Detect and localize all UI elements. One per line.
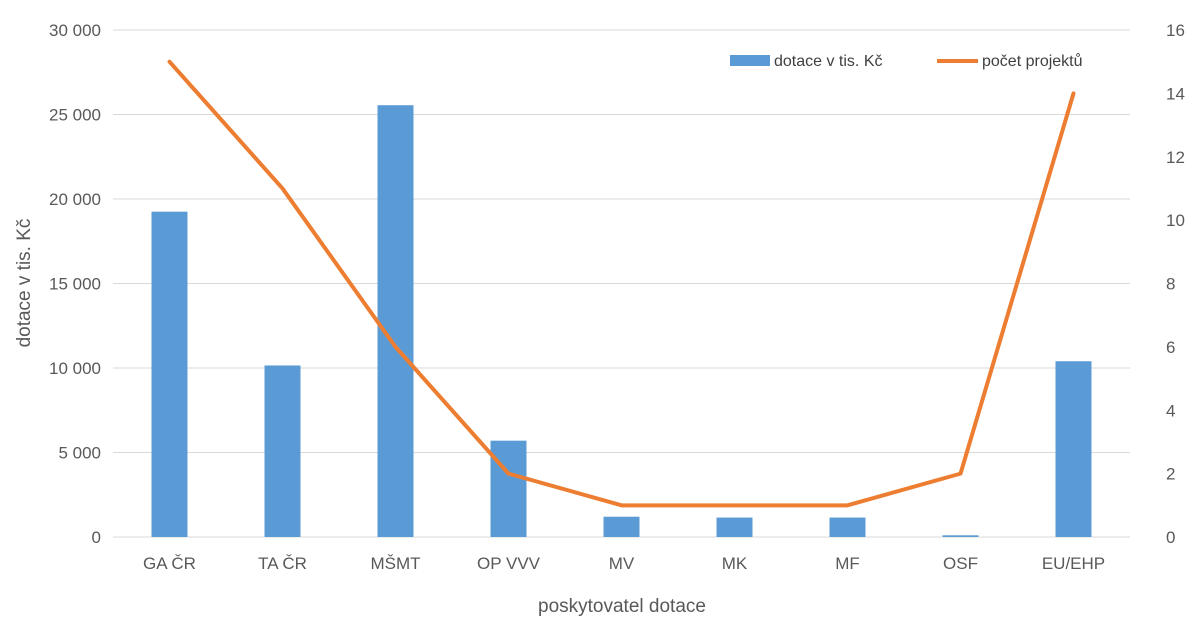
line-point — [508, 473, 509, 475]
legend-line-label: počet projektů — [982, 52, 1083, 70]
x-tick-label: OP VVV — [477, 554, 541, 573]
y-tick-label-right: 4 — [1166, 401, 1175, 420]
line-point — [169, 61, 170, 63]
y-tick-label-left: 0 — [92, 528, 101, 547]
x-tick-label: MV — [609, 554, 635, 573]
y-tick-label-left: 20 000 — [49, 190, 101, 209]
bar — [151, 211, 188, 538]
bar — [377, 105, 414, 537]
bar — [490, 440, 527, 537]
legend-bar-swatch — [730, 55, 770, 66]
right-axis-ticks: 0 2 4 6 8 10 12 14 16 — [1166, 21, 1185, 547]
x-tick-label: MF — [835, 554, 860, 573]
x-tick-label: EU/EHP — [1042, 554, 1105, 573]
y-tick-label-right: 2 — [1166, 465, 1175, 484]
x-axis-title: poskytovatel dotace — [538, 596, 706, 617]
x-axis-ticks: GA ČR TA ČR MŠMT OP VVV MV MK MF OSF EU/EHP — [143, 554, 1105, 573]
y-axis-title: dotace v tis. Kč — [14, 219, 35, 348]
bar-series — [151, 105, 1092, 538]
y-tick-label-left: 30 000 — [49, 21, 101, 40]
x-tick-label: OSF — [943, 554, 978, 573]
line-point — [621, 504, 622, 506]
bar — [1055, 361, 1092, 537]
bar — [264, 365, 301, 537]
y-tick-label-right: 12 — [1166, 148, 1185, 167]
y-tick-label-right: 8 — [1166, 275, 1175, 294]
y-tick-label-left: 25 000 — [49, 106, 101, 125]
line-point — [282, 187, 283, 189]
x-tick-label: GA ČR — [143, 554, 196, 573]
x-tick-label: MŠMT — [370, 554, 420, 573]
y-tick-label-left: 15 000 — [49, 275, 101, 294]
line-point — [960, 473, 961, 475]
y-tick-label-left: 10 000 — [49, 359, 101, 378]
line-point — [734, 504, 735, 506]
y-tick-label-right: 14 — [1166, 84, 1185, 103]
y-tick-label-right: 16 — [1166, 21, 1185, 40]
bar — [716, 517, 753, 537]
x-tick-label: TA ČR — [258, 554, 307, 573]
line-series — [167, 59, 1076, 508]
y-tick-label-right: 0 — [1166, 528, 1175, 547]
y-tick-label-left: 5 000 — [58, 444, 101, 463]
line-point — [395, 346, 396, 348]
x-tick-label: MK — [722, 554, 748, 573]
legend: dotace v tis. Kč počet projektů — [730, 52, 1083, 70]
y-tick-label-right: 10 — [1166, 211, 1185, 230]
line-point — [847, 504, 848, 506]
bar — [942, 535, 979, 537]
legend-bar-label: dotace v tis. Kč — [774, 53, 883, 70]
bar — [829, 517, 866, 537]
bar — [603, 516, 640, 537]
left-axis-ticks: 0 5 000 10 000 15 000 20 000 25 000 30 000 — [49, 21, 101, 547]
line-point — [1073, 92, 1074, 94]
y-tick-label-right: 6 — [1166, 338, 1175, 357]
